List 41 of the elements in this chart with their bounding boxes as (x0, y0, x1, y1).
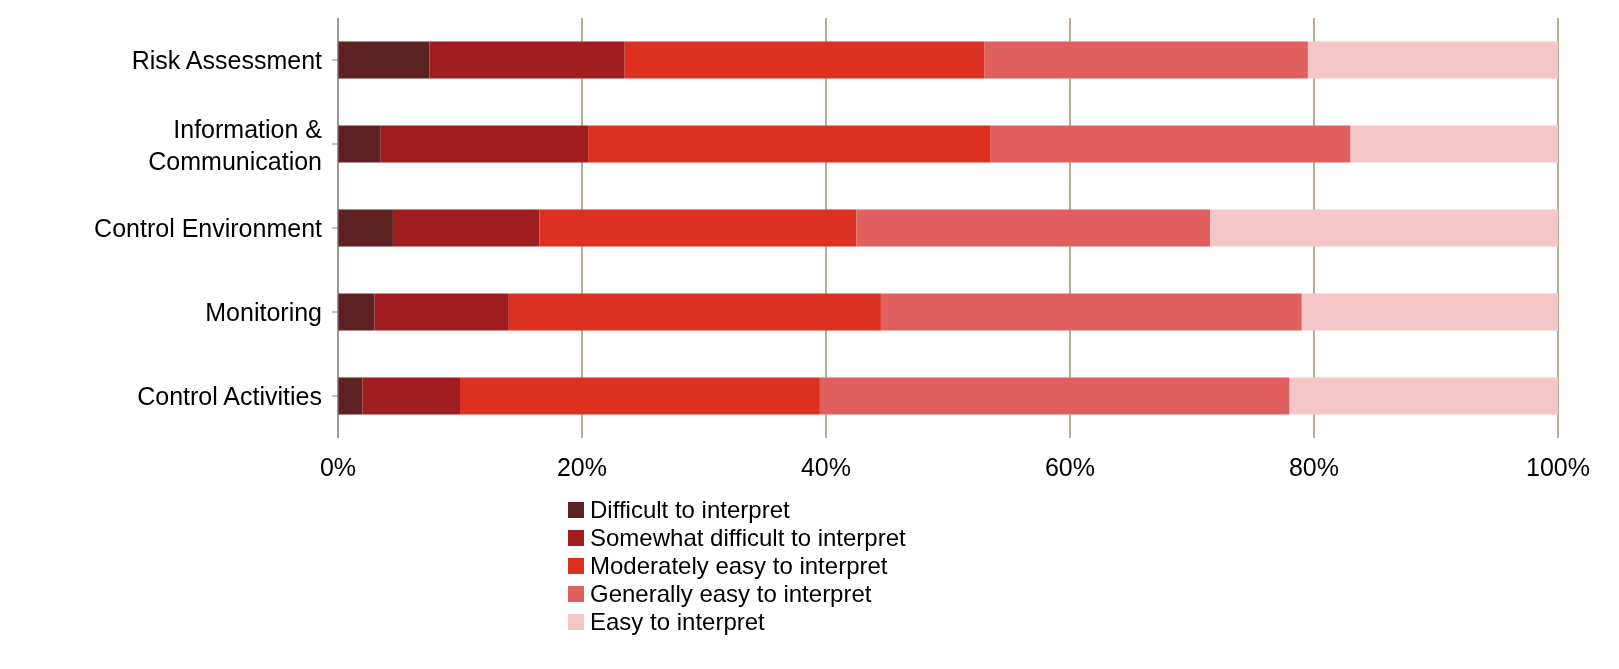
legend-label: Generally easy to interpret (590, 580, 872, 608)
y-tick-label: Control Activities (137, 382, 322, 410)
bar (539, 209, 857, 247)
bar (1350, 125, 1558, 163)
x-tick-label: 80% (1288, 452, 1340, 481)
bar (460, 377, 820, 415)
bar (819, 377, 1290, 415)
bar (856, 209, 1211, 247)
bar (624, 41, 985, 79)
bar (392, 209, 540, 247)
x-tick-label: 60% (1044, 452, 1096, 481)
bar (380, 125, 589, 163)
bar (362, 377, 460, 415)
y-tick-label: Risk Assessment (131, 46, 323, 74)
x-tick-label: 20% (556, 452, 608, 481)
x-tick-label: 40% (800, 452, 852, 481)
bar (338, 209, 393, 247)
legend-label: Difficult to interpret (590, 496, 790, 524)
x-tick-label: 100% (1526, 452, 1590, 481)
legend-label: Moderately easy to interpret (590, 552, 888, 580)
y-tick-label: Information & Communication (148, 115, 323, 175)
bar (1301, 293, 1558, 331)
bar (338, 293, 375, 331)
y-tick-label: Monitoring (205, 298, 322, 326)
legend-label: Easy to interpret (590, 608, 765, 636)
bar (990, 125, 1351, 163)
bar (984, 41, 1308, 79)
bar (338, 41, 430, 79)
bar (429, 41, 625, 79)
bar (1289, 377, 1558, 415)
y-tick-label: Control Environment (94, 214, 323, 242)
bar (1307, 41, 1558, 79)
x-tick-label: 0% (319, 452, 357, 481)
bar (880, 293, 1302, 331)
legend-label: Somewhat difficult to interpret (590, 524, 906, 552)
bar (338, 377, 363, 415)
bar (508, 293, 881, 331)
bar (374, 293, 509, 331)
bar (588, 125, 991, 163)
bar (338, 125, 381, 163)
bar (1210, 209, 1558, 247)
